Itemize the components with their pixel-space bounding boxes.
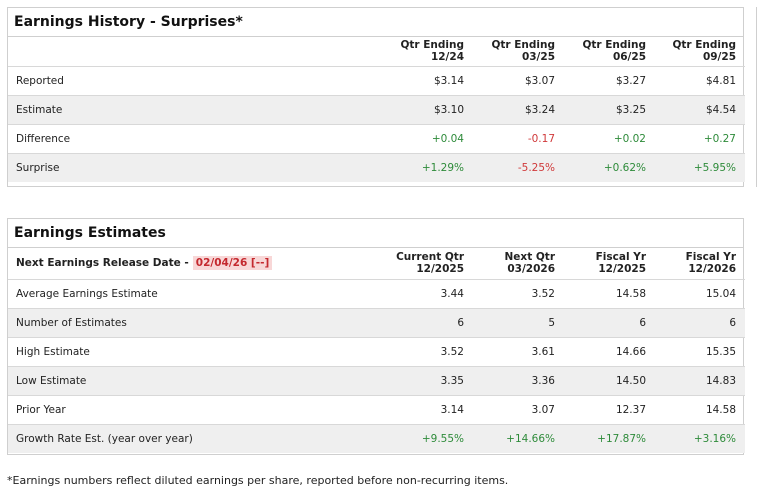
table-cell: $4.81 (705, 74, 736, 87)
table-row-estimate: Estimate $3.10 $3.24 $3.25 $4.54 (8, 95, 745, 124)
table-cell: 3.14 (440, 403, 464, 416)
row-label: Difference (16, 132, 71, 145)
column-header-line2: 03/25 (521, 51, 555, 64)
table-cell: 14.50 (615, 374, 646, 387)
table-cell: 3.07 (531, 403, 555, 416)
table-cell: 14.58 (615, 287, 646, 300)
table-header-row: Qtr Ending 12/24 Qtr Ending 03/25 Qtr Endi… (8, 37, 745, 66)
column-header-line1: Qtr Ending (672, 39, 736, 52)
table-row-low-estimate: Low Estimate 3.35 3.36 14.50 14.83 (8, 366, 745, 395)
earnings-estimates-panel: Earnings Estimates Next Earnings Release… (7, 218, 745, 455)
table-cell: +17.87% (597, 432, 646, 445)
earnings-history-panel: Earnings History - Surprises* Qtr Ending… (7, 7, 745, 187)
column-header-current-qtr: Current Qtr 12/2025 (383, 248, 473, 279)
column-header-line2: 12/2026 (688, 263, 736, 276)
next-release-label: Next Earnings Release Date - (16, 257, 189, 270)
table-cell: $3.25 (615, 103, 646, 116)
column-header-qtr-0925: Qtr Ending 09/25 (655, 37, 745, 66)
table-cell: 6 (729, 316, 736, 329)
row-label: Average Earnings Estimate (16, 287, 158, 300)
column-header-line1: Current Qtr (396, 251, 464, 264)
row-label: Prior Year (16, 403, 66, 416)
column-header-fiscal-yr-2026: Fiscal Yr 12/2026 (655, 248, 745, 279)
column-header-qtr-1224: Qtr Ending 12/24 (383, 37, 473, 66)
table-cell: $3.14 (433, 74, 464, 87)
table-cell: 3.52 (440, 345, 464, 358)
column-header-qtr-0625: Qtr Ending 06/25 (564, 37, 655, 66)
next-release-cell: Next Earnings Release Date -02/04/26 [--… (8, 248, 383, 279)
table-cell: 12.37 (615, 403, 646, 416)
table-cell: 14.66 (615, 345, 646, 358)
column-header-line2: 12/2025 (598, 263, 646, 276)
table-cell: 14.58 (705, 403, 736, 416)
column-header-fiscal-yr-2025: Fiscal Yr 12/2025 (564, 248, 655, 279)
table-cell: +0.04 (431, 132, 464, 145)
column-header-line1: Qtr Ending (582, 39, 646, 52)
table-cell: 6 (639, 316, 646, 329)
column-header-line2: 06/25 (612, 51, 646, 64)
table-cell: 3.36 (531, 374, 555, 387)
table-cell: $3.24 (524, 103, 555, 116)
column-header-line2: 12/24 (430, 51, 464, 64)
row-label: Estimate (16, 103, 63, 116)
earnings-history-title: Earnings History - Surprises* (8, 8, 743, 37)
table-cell: 6 (457, 316, 464, 329)
header-label-cell (8, 37, 383, 66)
table-cell: 3.61 (531, 345, 555, 358)
table-cell: 3.35 (440, 374, 464, 387)
column-header-line1: Next Qtr (504, 251, 555, 264)
table-cell: +5.95% (693, 161, 736, 174)
row-label: Growth Rate Est. (year over year) (16, 432, 193, 445)
table-cell: +3.16% (693, 432, 736, 445)
column-header-next-qtr: Next Qtr 03/2026 (473, 248, 564, 279)
table-cell: 15.35 (705, 345, 736, 358)
table-cell: 3.44 (440, 287, 464, 300)
earnings-footnote: *Earnings numbers reflect diluted earnin… (7, 474, 509, 487)
table-cell: $3.27 (615, 74, 646, 87)
table-cell: +0.27 (703, 132, 736, 145)
table-cell: 15.04 (705, 287, 736, 300)
table-row-high-estimate: High Estimate 3.52 3.61 14.66 15.35 (8, 337, 745, 366)
earnings-estimates-table: Next Earnings Release Date -02/04/26 [--… (8, 248, 745, 453)
table-cell: -0.17 (527, 132, 555, 145)
table-cell: +0.62% (603, 161, 646, 174)
table-cell: $4.54 (705, 103, 736, 116)
column-header-line1: Qtr Ending (400, 39, 464, 52)
earnings-estimates-title: Earnings Estimates (8, 219, 743, 248)
column-header-line1: Qtr Ending (491, 39, 555, 52)
column-header-line2: 03/2026 (507, 263, 555, 276)
row-label: Reported (16, 74, 64, 87)
table-cell: -5.25% (517, 161, 555, 174)
table-cell: 5 (548, 316, 555, 329)
column-header-line1: Fiscal Yr (595, 251, 646, 264)
column-header-line2: 12/2025 (416, 263, 464, 276)
column-header-line2: 09/25 (702, 51, 736, 64)
table-row-growth-rate: Growth Rate Est. (year over year) +9.55%… (8, 424, 745, 453)
table-row-difference: Difference +0.04 -0.17 +0.02 +0.27 (8, 124, 745, 153)
table-cell: $3.10 (433, 103, 464, 116)
table-header-row: Next Earnings Release Date -02/04/26 [--… (8, 248, 745, 279)
table-row-reported: Reported $3.14 $3.07 $3.27 $4.81 (8, 66, 745, 95)
row-label: Low Estimate (16, 374, 87, 387)
table-cell: 3.52 (531, 287, 555, 300)
table-cell: +9.55% (421, 432, 464, 445)
table-cell: +14.66% (506, 432, 555, 445)
earnings-history-table: Qtr Ending 12/24 Qtr Ending 03/25 Qtr Endi… (8, 37, 745, 182)
table-row-average-estimate: Average Earnings Estimate 3.44 3.52 14.5… (8, 279, 745, 308)
table-row-prior-year: Prior Year 3.14 3.07 12.37 14.58 (8, 395, 745, 424)
column-header-line1: Fiscal Yr (685, 251, 736, 264)
table-row-number-of-estimates: Number of Estimates 6 5 6 6 (8, 308, 745, 337)
table-cell: +1.29% (421, 161, 464, 174)
table-cell: $3.07 (524, 74, 555, 87)
table-cell: +0.02 (613, 132, 646, 145)
row-label: Surprise (16, 161, 60, 174)
row-label: Number of Estimates (16, 316, 127, 329)
next-release-date-link[interactable]: 02/04/26 [--] (192, 256, 273, 271)
table-cell: 14.83 (705, 374, 736, 387)
row-label: High Estimate (16, 345, 90, 358)
column-header-qtr-0325: Qtr Ending 03/25 (473, 37, 564, 66)
table-row-surprise: Surprise +1.29% -5.25% +0.62% +5.95% (8, 153, 745, 182)
